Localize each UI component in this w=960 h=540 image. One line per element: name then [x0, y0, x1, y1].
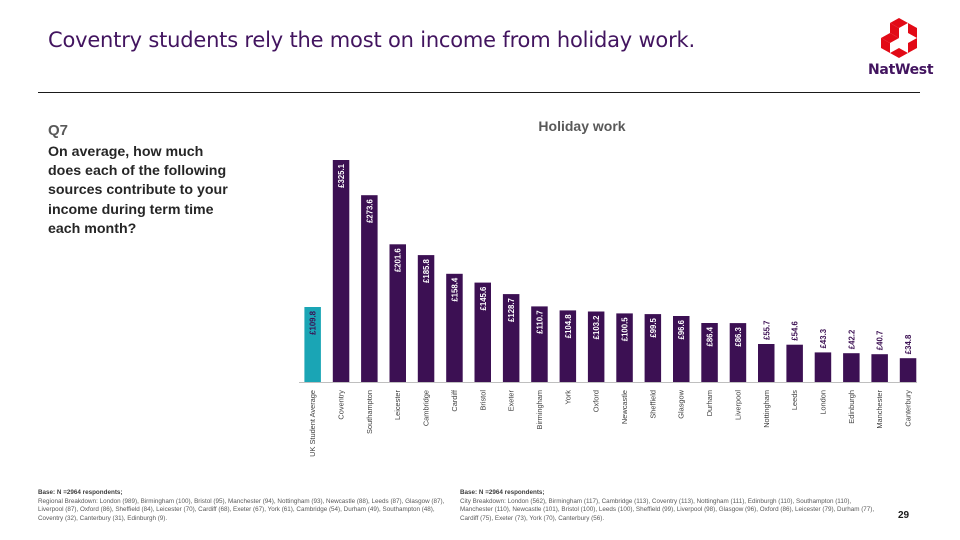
category-label: Birmingham: [535, 390, 544, 429]
bar-durham: [701, 323, 718, 382]
data-label: £86.3: [734, 326, 743, 346]
natwest-logo: NatWest: [868, 18, 934, 80]
bar-cambridge: [417, 255, 435, 382]
header-divider: [38, 92, 920, 93]
page-title: Coventry students rely the most on incom…: [48, 28, 695, 52]
data-label: £43.3: [819, 328, 828, 348]
data-label: £128.7: [507, 298, 516, 322]
category-label: Bristol: [478, 390, 487, 411]
data-label: £158.4: [450, 277, 459, 302]
bar-cardiff: [446, 273, 463, 382]
category-label: Cambridge: [422, 390, 431, 426]
bar-edinburgh: [843, 353, 860, 382]
brand-name: NatWest: [868, 62, 934, 78]
category-label: Exeter: [507, 389, 516, 411]
bar-uk-student-average: [304, 307, 321, 382]
bar-canterbury: [899, 358, 917, 382]
category-label: UK Student Average: [308, 390, 317, 457]
bar-nottingham: [758, 344, 775, 382]
category-label: Southampton: [365, 390, 374, 434]
category-label: Nottingham: [762, 390, 771, 428]
data-label: £42.2: [847, 329, 856, 349]
bar-sheffield: [644, 314, 662, 382]
category-label: London: [819, 390, 828, 415]
question-text: On average, how much does each of the fo…: [48, 144, 228, 237]
data-label: £103.2: [592, 315, 601, 340]
question-number: Q7: [48, 122, 69, 139]
bar-exeter: [502, 294, 520, 382]
data-label: £110.7: [536, 310, 545, 333]
footnote-right-text: City Breakdown: London (562), Birmingham…: [460, 497, 875, 522]
data-label: £201.6: [394, 248, 403, 273]
category-label: Manchester: [875, 389, 884, 428]
bar-manchester: [871, 354, 888, 382]
data-label: £145.6: [479, 286, 488, 311]
data-label: £104.8: [564, 314, 573, 339]
category-label: Durham: [705, 390, 714, 416]
category-label: Sheffield: [648, 390, 657, 419]
bar-leeds: [786, 344, 803, 382]
footnote-right: Base: N =2964 respondents; City Breakdow…: [460, 489, 880, 523]
category-label: York: [563, 390, 572, 405]
data-label: £54.6: [791, 321, 800, 341]
bar-southampton: [361, 195, 378, 382]
data-label: £34.8: [904, 334, 913, 354]
bar-birmingham: [531, 306, 548, 382]
category-label: Coventry: [337, 390, 346, 420]
page-number: 29: [898, 510, 910, 521]
bar-liverpool: [729, 323, 747, 382]
category-label: Liverpool: [733, 390, 742, 420]
data-label: £40.7: [876, 331, 885, 351]
natwest-cubes-icon: [881, 18, 917, 58]
bar-leicester: [389, 244, 406, 382]
footnote-left-text: Regional Breakdown: London (989), Birmin…: [38, 497, 445, 522]
footnote-left: Base: N =2964 respondents; Regional Brea…: [38, 489, 450, 523]
data-label: £325.1: [337, 163, 346, 188]
bar-london: [814, 352, 832, 382]
data-label: £55.7: [762, 320, 771, 340]
bar-york: [559, 310, 577, 382]
data-label: £86.4: [706, 326, 715, 346]
data-label: £109.8: [309, 310, 318, 335]
bar-glasgow: [673, 316, 690, 382]
data-label: £273.6: [365, 199, 374, 224]
category-label: Edinburgh: [847, 390, 856, 424]
bar-bristol: [474, 282, 491, 382]
category-label: Canterbury: [904, 390, 913, 427]
data-label: £100.5: [621, 317, 630, 342]
category-label: Newcastle: [620, 390, 629, 424]
category-label: Leicester: [393, 389, 402, 420]
chart-title: Holiday work: [538, 118, 625, 134]
bar-oxford: [587, 311, 605, 382]
footnote-left-title: Base: N =2964 respondents;: [38, 489, 123, 496]
category-label: Leeds: [790, 390, 799, 410]
category-label: Oxford: [592, 390, 601, 412]
category-label: Glasgow: [677, 389, 686, 418]
category-label: Cardiff: [450, 389, 459, 412]
data-label: £185.8: [422, 258, 431, 283]
data-label: £96.6: [677, 319, 686, 339]
bar-coventry: [332, 160, 350, 382]
bar-newcastle: [616, 313, 633, 382]
data-label: £99.5: [649, 317, 658, 337]
footnote-right-title: Base: N =2964 respondents;: [460, 489, 545, 496]
